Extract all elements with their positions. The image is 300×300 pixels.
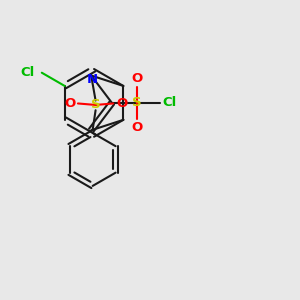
Text: S: S	[132, 96, 142, 110]
Text: N: N	[87, 74, 98, 86]
Text: O: O	[131, 72, 142, 85]
Text: S: S	[91, 98, 100, 111]
Text: O: O	[131, 121, 142, 134]
Text: Cl: Cl	[20, 66, 34, 79]
Text: O: O	[64, 97, 75, 110]
Text: Cl: Cl	[162, 96, 176, 110]
Text: O: O	[116, 97, 127, 110]
